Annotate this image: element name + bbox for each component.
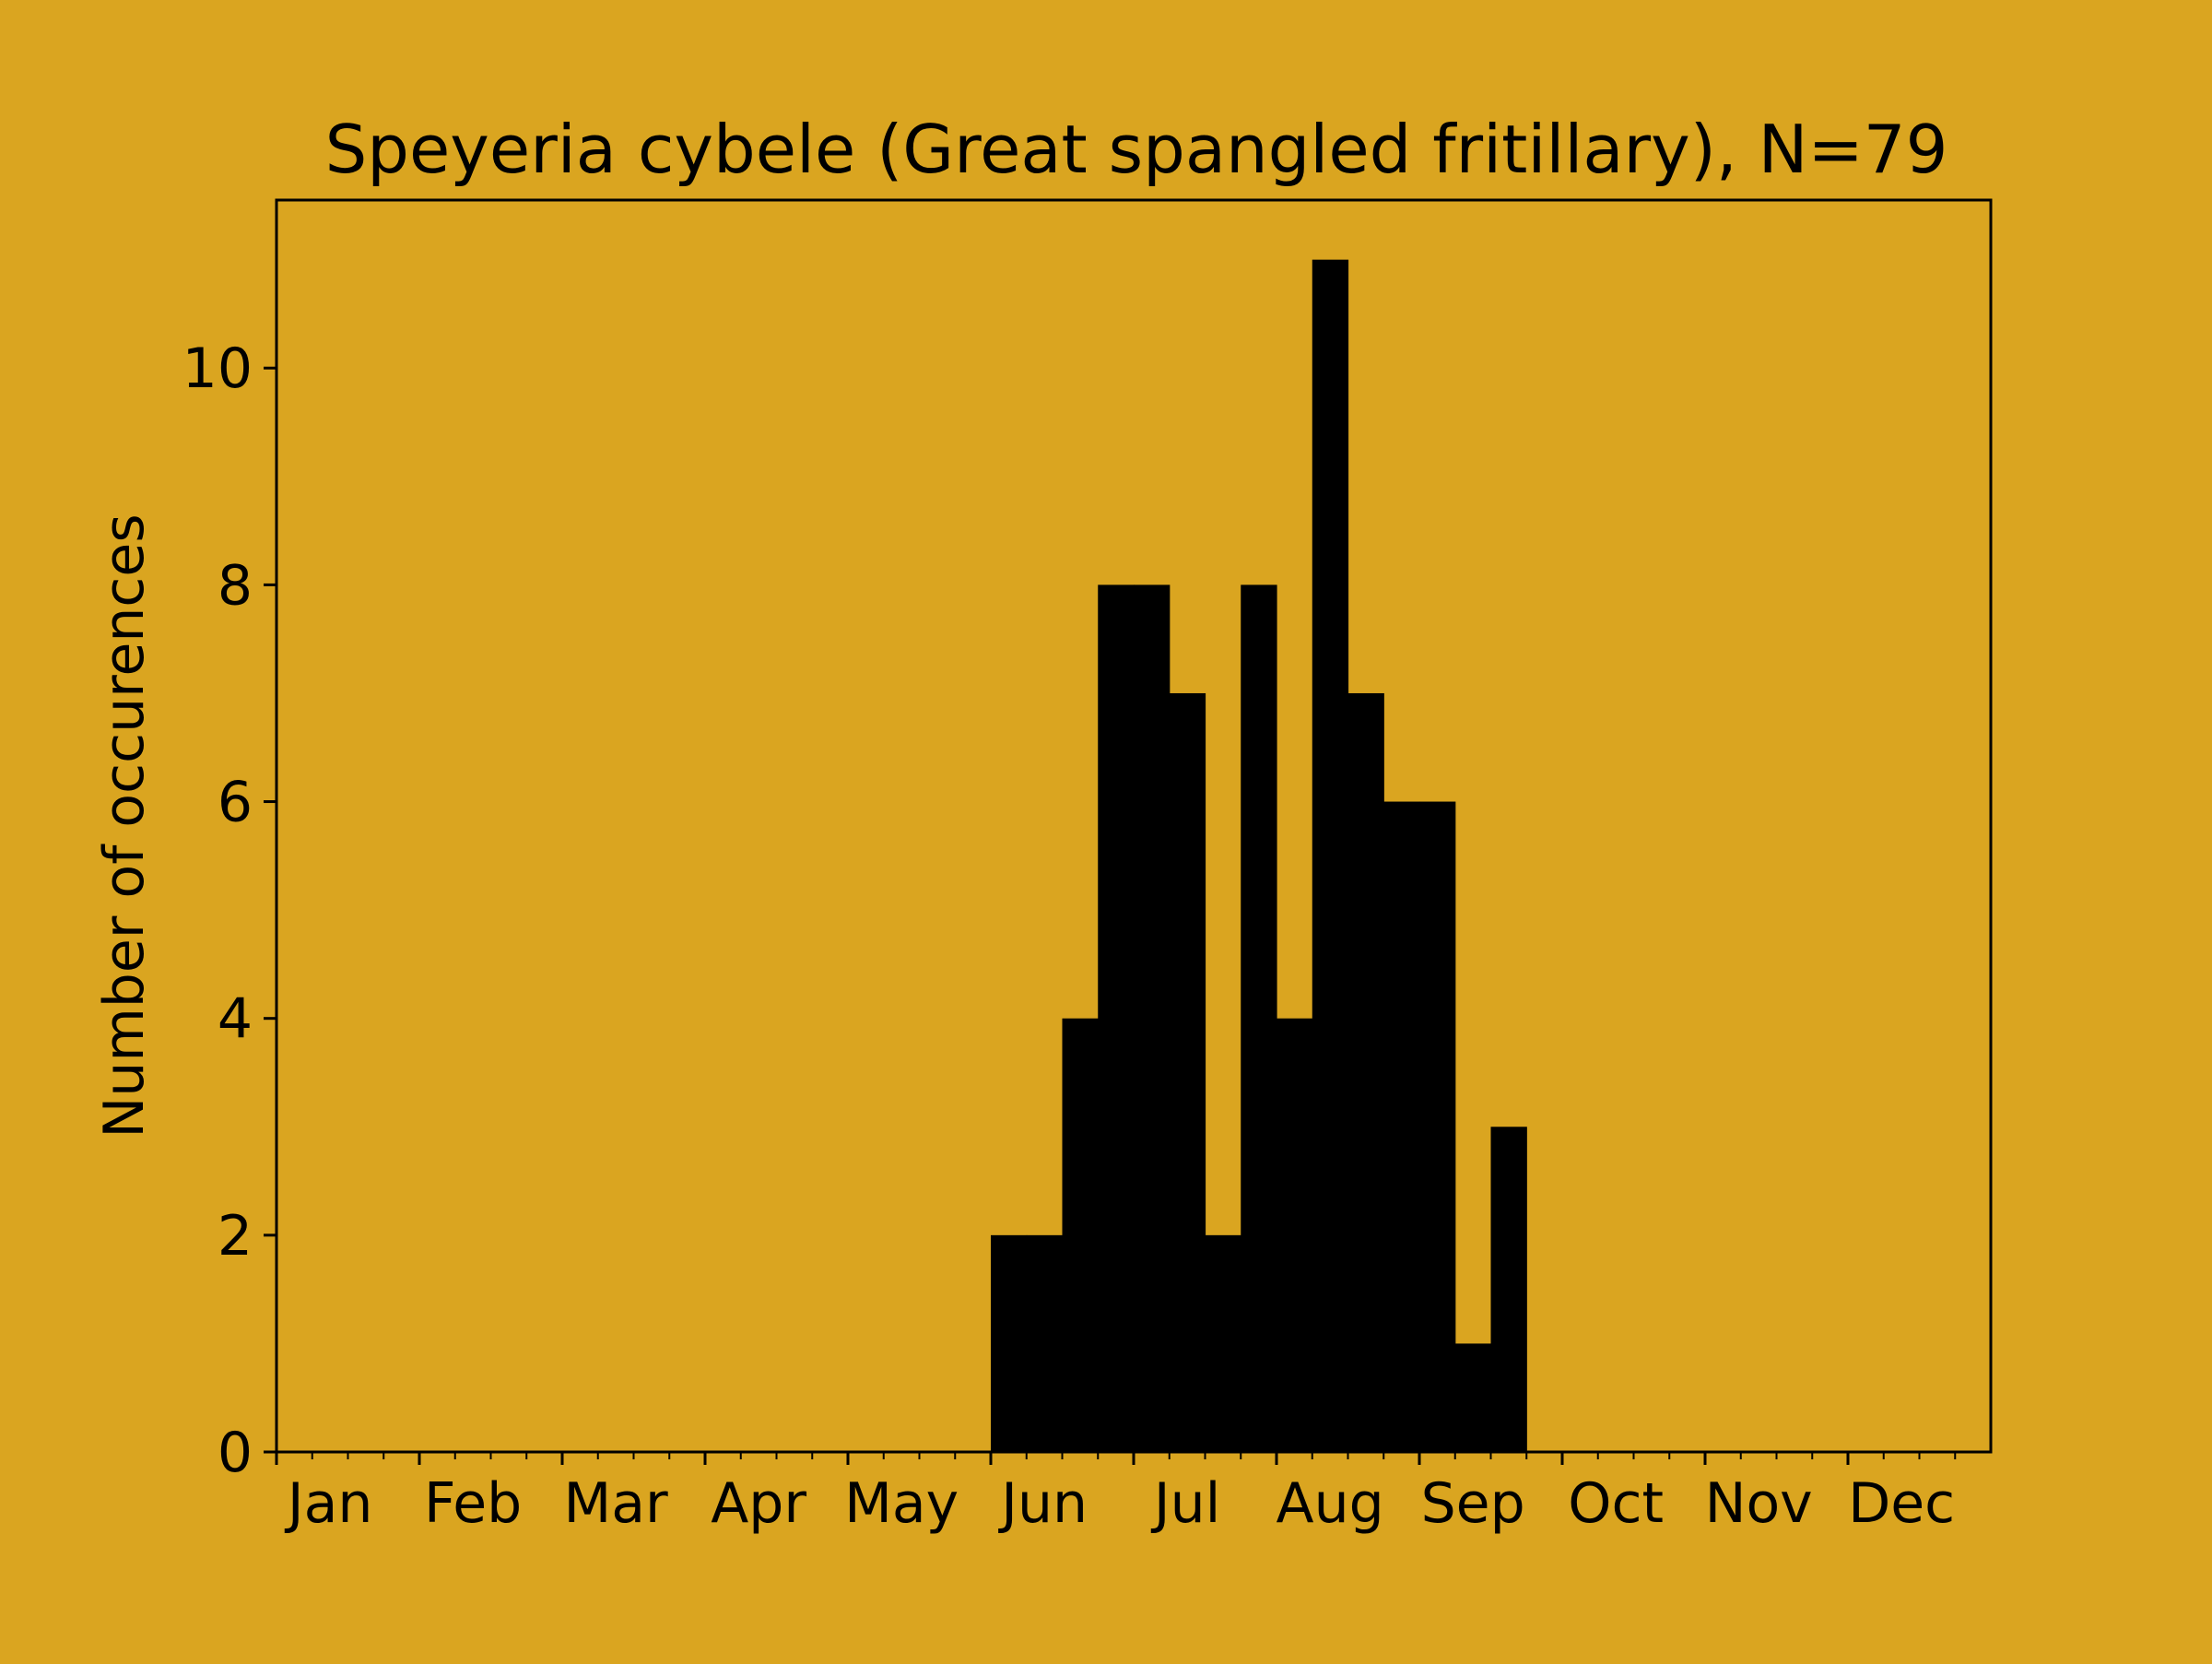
x-tick-label-nov: Nov (1705, 1471, 1813, 1536)
x-tick-label-mar: Mar (564, 1471, 669, 1536)
chart-title: Speyeria cybele (Great spangled fritilla… (325, 111, 1948, 188)
y-tick-label-0: 0 (218, 1421, 253, 1485)
x-tick-label-sep: Sep (1421, 1471, 1525, 1536)
x-axis: Jan Feb Mar Apr May Jun Jul Aug Sep Oct Nov Dec (275, 1452, 1957, 1536)
x-tick-label-oct: Oct (1568, 1471, 1664, 1536)
y-tick-label-4: 4 (218, 987, 253, 1052)
bar-12 (1419, 801, 1456, 1452)
x-tick-label-may: May (844, 1471, 959, 1536)
x-tick-label-aug: Aug (1277, 1471, 1384, 1536)
bar-1 (1026, 1234, 1064, 1452)
bar-10 (1347, 692, 1384, 1452)
x-tick-label-dec: Dec (1848, 1471, 1955, 1536)
bar-9 (1312, 259, 1349, 1453)
bar-5 (1169, 692, 1206, 1452)
bars-group (991, 259, 1527, 1453)
y-axis: 0 2 4 6 8 10 (182, 336, 276, 1485)
bar-6 (1205, 1234, 1241, 1452)
bar-14 (1490, 1127, 1527, 1452)
x-tick-label-jul: Jul (1150, 1471, 1220, 1536)
y-tick-label-10: 10 (182, 336, 253, 401)
y-tick-label-6: 6 (218, 771, 253, 835)
x-tick-label-jan: Jan (284, 1471, 373, 1536)
x-tick-label-feb: Feb (424, 1471, 522, 1536)
plot-frame (275, 198, 1993, 1454)
y-tick-label-8: 8 (218, 553, 253, 618)
bar-0 (991, 1234, 1028, 1452)
x-tick-label-apr: Apr (711, 1471, 806, 1536)
bar-8 (1277, 1018, 1313, 1452)
bar-13 (1454, 1343, 1492, 1452)
bar-3 (1098, 584, 1135, 1452)
y-axis-label: Number of occurences (92, 513, 157, 1138)
bar-7 (1241, 584, 1277, 1452)
bar-11 (1383, 801, 1420, 1452)
x-tick-label-jun: Jun (997, 1471, 1088, 1536)
y-tick-label-2: 2 (218, 1204, 253, 1269)
bar-4 (1134, 584, 1171, 1452)
bar-2 (1062, 1018, 1099, 1452)
